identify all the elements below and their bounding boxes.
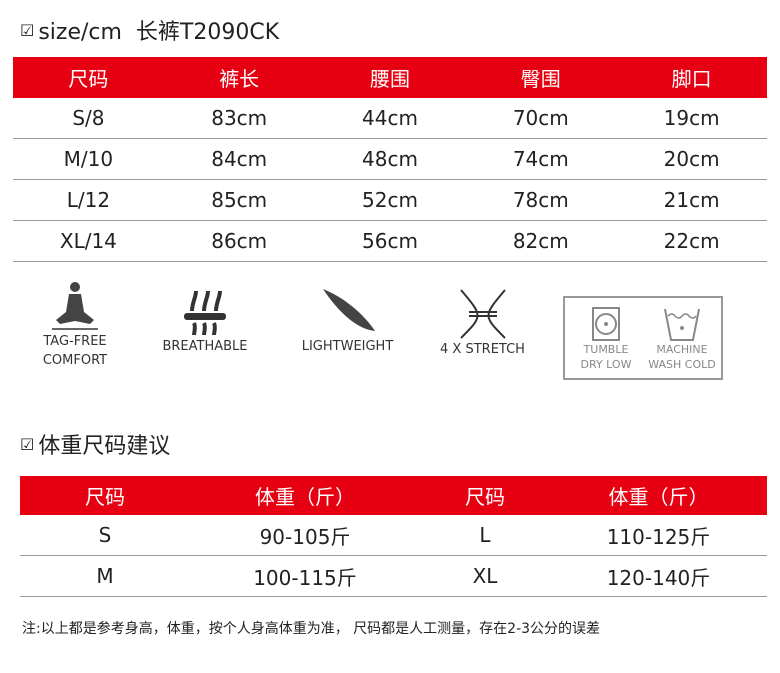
table-cell: XL (420, 555, 550, 597)
weight-table: 尺码 体重（斤） 尺码 体重（斤） S 90-105斤 L 110-125斤 M 100-115… (20, 476, 767, 597)
size-table: 尺码 裤长 腰围 臀围 脚口 S/8 83cm 44cm 70cm 19cm M/10 84cm 48… (13, 57, 767, 262)
section-title-weight: ☑ 体重尺码建议 (20, 428, 170, 460)
checkmark-icon: ☑ (20, 434, 35, 454)
table-cell: L/12 (13, 179, 164, 221)
table-cell: 22cm (616, 220, 767, 262)
feature-breathable: BREATHABLE (150, 283, 260, 356)
feature-label: TAG-FREE (43, 334, 107, 349)
header-cell: 尺码 (20, 476, 190, 515)
tumble-dry-icon (592, 307, 620, 341)
table-row: S/8 83cm 44cm 70cm 19cm (13, 98, 767, 139)
table-cell: 100-115斤 (190, 555, 420, 597)
table-cell: 110-125斤 (550, 515, 767, 556)
header-cell: 裤长 (163, 57, 315, 98)
table-cell: 56cm (314, 220, 466, 262)
table-cell: 78cm (465, 179, 617, 221)
table-cell: M/10 (13, 138, 164, 180)
table-row: L/12 85cm 52cm 78cm 21cm (13, 179, 767, 221)
feature-tag-free: TAG-FREE COMFORT (25, 278, 125, 370)
table-cell: 74cm (465, 138, 617, 180)
feature-icons: TAG-FREE COMFORT BREATHABLE LIGHTWEIGHT 4… (0, 278, 780, 388)
header-cell: 脚口 (616, 57, 767, 98)
section-title-size: ☑ size/cm 长裤T2090CK (20, 14, 279, 46)
table-cell: XL/14 (13, 220, 164, 262)
table-header-row: 尺码 裤长 腰围 臀围 脚口 (13, 57, 767, 98)
feature-label: BREATHABLE (162, 339, 248, 354)
header-cell: 尺码 (420, 476, 550, 515)
table-cell: 19cm (616, 98, 767, 139)
table-cell: 82cm (465, 220, 617, 262)
care-machine-wash: MACHINE WASH COLD (645, 306, 719, 372)
care-instructions-box: TUMBLE DRY LOW MACHINE WASH COLD (563, 296, 723, 380)
table-cell: 44cm (314, 98, 466, 139)
table-cell: 20cm (616, 138, 767, 180)
stretch-arrows-icon (459, 289, 506, 339)
table-cell: 86cm (163, 220, 315, 262)
table-cell: L (420, 515, 550, 556)
header-cell: 臀围 (465, 57, 617, 98)
table-cell: M (20, 555, 190, 597)
header-cell: 尺码 (13, 57, 164, 98)
care-tumble-dry: TUMBLE DRY LOW (571, 306, 641, 372)
weight-title-text: 体重尺码建议 (38, 434, 171, 459)
checkmark-icon: ☑ (20, 20, 35, 40)
feature-stretch: 4 X STRETCH (425, 286, 540, 359)
feature-icon (322, 289, 375, 331)
feature-label: 4 X STRETCH (440, 342, 525, 357)
header-cell: 腰围 (314, 57, 466, 98)
table-cell: S/8 (13, 98, 164, 139)
table-cell: 70cm (465, 98, 617, 139)
table-cell: 21cm (616, 179, 767, 221)
table-cell: 48cm (314, 138, 466, 180)
table-cell: 84cm (163, 138, 315, 180)
size-title-text: size/cm 长裤T2090CK (38, 20, 280, 45)
footnote: 注:以上都是参考身高，体重，按个人身高体重为准， 尺码都是人工测量，存在2-3公… (22, 621, 601, 637)
feature-lightweight: LIGHTWEIGHT (285, 283, 410, 356)
table-row: XL/14 86cm 56cm 82cm 22cm (13, 220, 767, 262)
care-label: MACHINE (656, 343, 708, 356)
care-label: TUMBLE (583, 343, 629, 356)
table-cell: S (20, 515, 190, 556)
care-label: WASH COLD (648, 358, 716, 371)
meditation-figure-icon (52, 282, 98, 330)
machine-wash-icon (664, 308, 700, 341)
table-cell: 83cm (163, 98, 315, 139)
table-cell: 120-140斤 (550, 555, 767, 597)
care-label: DRY LOW (580, 358, 632, 371)
header-cell: 体重（斤） (190, 476, 420, 515)
breathable-arrows-icon (184, 290, 226, 336)
feature-label: COMFORT (42, 353, 108, 368)
header-cell: 体重（斤） (550, 476, 767, 515)
table-cell: 52cm (314, 179, 466, 221)
table-row: S 90-105斤 L 110-125斤 (20, 515, 767, 556)
table-row: M/10 84cm 48cm 74cm 20cm (13, 138, 767, 180)
table-row: M 100-115斤 XL 120-140斤 (20, 555, 767, 597)
table-header-row: 尺码 体重（斤） 尺码 体重（斤） (20, 476, 767, 515)
feature-label: LIGHTWEIGHT (301, 339, 394, 354)
table-cell: 85cm (163, 179, 315, 221)
table-cell: 90-105斤 (190, 515, 420, 556)
